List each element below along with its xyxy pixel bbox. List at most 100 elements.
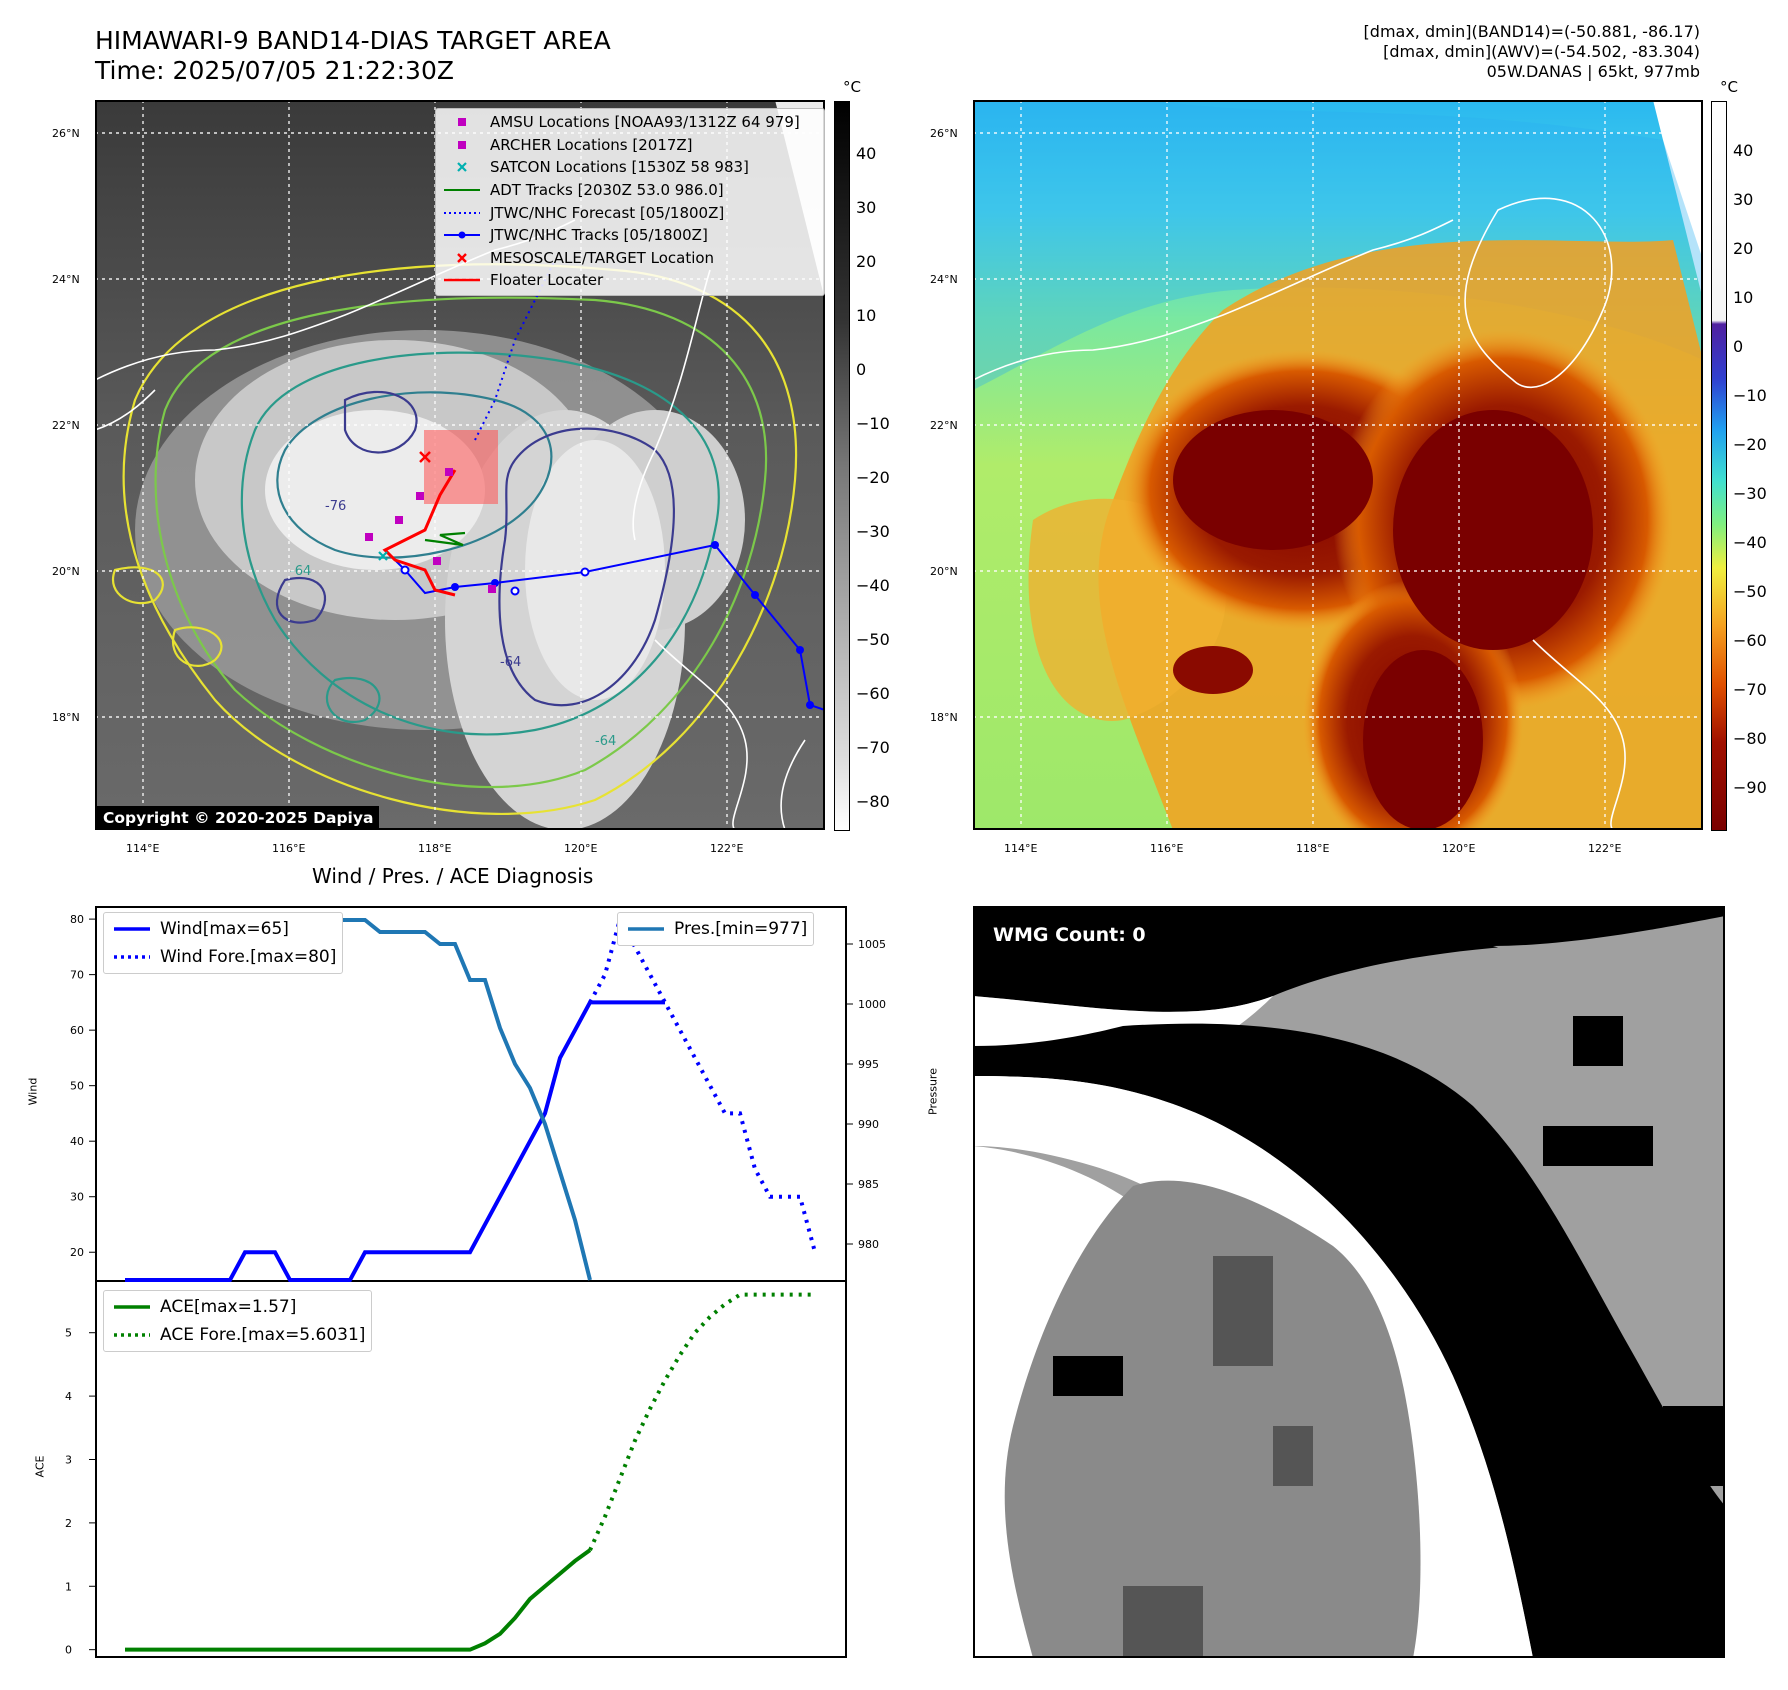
ir-lat-label: 24°N bbox=[52, 273, 80, 286]
wmg-image bbox=[973, 906, 1725, 1658]
awv-colorbar-tick: −10 bbox=[1733, 386, 1767, 405]
ir-lon-label: 118°E bbox=[418, 842, 452, 855]
pressure-tick-label: 980 bbox=[858, 1238, 879, 1251]
awv-colorbar bbox=[1711, 101, 1727, 831]
ir-colorbar-tick: −20 bbox=[856, 468, 890, 487]
awv-colorbar-tick: 40 bbox=[1733, 141, 1754, 160]
ir-colorbar-tick: −80 bbox=[856, 792, 890, 811]
awv-colorbar-tick: −20 bbox=[1733, 435, 1767, 454]
wind-axis-label: Wind bbox=[26, 1077, 40, 1106]
line-dot-icon bbox=[444, 231, 480, 239]
copyright-badge: Copyright © 2020-2025 Dapiya bbox=[97, 806, 380, 830]
awv-lon-label: 122°E bbox=[1588, 842, 1622, 855]
wind-tick-label: 50 bbox=[70, 1080, 84, 1093]
stats-line-3: 05W.DANAS | 65kt, 977mb bbox=[1486, 62, 1700, 81]
awv-lat-label: 20°N bbox=[930, 565, 958, 578]
dotted-line-icon bbox=[114, 1333, 150, 1337]
dotted-line-icon bbox=[444, 211, 480, 214]
ace-tick-label: 5 bbox=[65, 1327, 72, 1340]
diag-title: Wind / Pres. / ACE Diagnosis bbox=[312, 864, 594, 888]
pressure-axis-label-wrap: Pressure bbox=[903, 1068, 963, 1115]
ace-tick-label: 0 bbox=[65, 1644, 72, 1657]
ir-lon-label: 114°E bbox=[126, 842, 160, 855]
stats-line-2: [dmax, dmin](AWV)=(-54.502, -83.304) bbox=[1383, 42, 1700, 61]
ace-legend: ACE[max=1.57] ACE Fore.[max=5.6031] bbox=[103, 1290, 373, 1352]
legend-item-ace-fore: ACE Fore.[max=5.6031] bbox=[110, 1321, 365, 1349]
ir-lon-label: 120°E bbox=[564, 842, 598, 855]
awv-colorbar-tick: −80 bbox=[1733, 729, 1767, 748]
stats-block: [dmax, dmin](BAND14)=(-50.881, -86.17) [… bbox=[1364, 22, 1700, 82]
legend-item-wind-fore: Wind Fore.[max=80] bbox=[110, 943, 336, 971]
awv-colorbar-tick: 30 bbox=[1733, 190, 1754, 209]
ir-colorbar-unit: °C bbox=[843, 78, 861, 96]
ir-colorbar-tick: 30 bbox=[856, 198, 877, 217]
ir-colorbar-tick: −40 bbox=[856, 576, 890, 595]
contour-label-4: -76 bbox=[325, 499, 346, 514]
square-marker-icon bbox=[458, 118, 466, 127]
ir-lat-label: 20°N bbox=[52, 565, 80, 578]
legend-item-forecast: JTWC/NHC Forecast [05/1800Z] bbox=[440, 201, 820, 224]
ir-colorbar bbox=[834, 101, 850, 831]
ir-colorbar-tick: 0 bbox=[856, 360, 867, 379]
ace-axis-label-wrap: ACE bbox=[25, 1456, 55, 1480]
wmg-panel: WMG Count: 0 bbox=[973, 906, 1725, 1658]
square-marker-icon bbox=[458, 140, 466, 149]
wind-axis-label-wrap: Wind bbox=[18, 1078, 48, 1106]
line-icon bbox=[444, 189, 480, 192]
legend-item-mesoscale: MESOSCALE/TARGET Location bbox=[440, 247, 820, 270]
ir-legend: AMSU Locations [NOAA93/1312Z 64 979] ARC… bbox=[435, 108, 825, 296]
pressure-tick-label: 995 bbox=[858, 1058, 879, 1071]
wmg-frame bbox=[973, 906, 1725, 1658]
awv-map-frame bbox=[973, 100, 1703, 830]
pressure-legend: Pres.[min=977] bbox=[617, 912, 815, 946]
ir-colorbar-tick: 20 bbox=[856, 252, 877, 271]
ace-tick-label: 1 bbox=[65, 1580, 72, 1593]
awv-lon-label: 120°E bbox=[1442, 842, 1476, 855]
legend-item-satcon: SATCON Locations [1530Z 58 983] bbox=[440, 156, 820, 179]
wind-tick-label: 60 bbox=[70, 1024, 84, 1037]
ir-map-panel: -64 -64 -64 -76 bbox=[95, 100, 825, 830]
pressure-axis-label: Pressure bbox=[926, 1068, 940, 1115]
awv-colorbar-tick: −50 bbox=[1733, 582, 1767, 601]
wind-tick-label: 80 bbox=[70, 913, 84, 926]
x-marker-icon bbox=[457, 253, 467, 263]
ir-lon-label: 122°E bbox=[710, 842, 744, 855]
wind-tick-label: 30 bbox=[70, 1191, 84, 1204]
awv-lat-label: 26°N bbox=[930, 127, 958, 140]
wind-tick-label: 40 bbox=[70, 1135, 84, 1148]
awv-colorbar-tick: 20 bbox=[1733, 239, 1754, 258]
awv-lat-label: 24°N bbox=[930, 273, 958, 286]
wind-tick-label: 70 bbox=[70, 969, 84, 982]
ace-tick-label: 4 bbox=[65, 1390, 72, 1403]
awv-colorbar-tick: −70 bbox=[1733, 680, 1767, 699]
awv-colorbar-tick: −30 bbox=[1733, 484, 1767, 503]
line-icon bbox=[114, 927, 150, 931]
awv-lat-label: 22°N bbox=[930, 419, 958, 432]
awv-colorbar-tick: −40 bbox=[1733, 533, 1767, 552]
ir-lat-label: 26°N bbox=[52, 127, 80, 140]
wind-legend: Wind[max=65] Wind Fore.[max=80] bbox=[103, 912, 344, 974]
dotted-line-icon bbox=[114, 955, 150, 959]
awv-colorbar-tick: 0 bbox=[1733, 337, 1744, 356]
ir-colorbar-tick: 10 bbox=[856, 306, 877, 325]
ace-tick-label: 3 bbox=[65, 1453, 72, 1466]
ir-lon-label: 116°E bbox=[272, 842, 306, 855]
wmg-count-label: WMG Count: 0 bbox=[985, 920, 1154, 950]
legend-item-pres: Pres.[min=977] bbox=[624, 915, 807, 943]
ir-colorbar-tick: −30 bbox=[856, 522, 890, 541]
awv-map-image bbox=[973, 100, 1703, 830]
awv-colorbar-tick: −60 bbox=[1733, 631, 1767, 650]
pressure-tick-label: 985 bbox=[858, 1178, 879, 1191]
ir-colorbar-tick: 40 bbox=[856, 144, 877, 163]
ir-colorbar-tick: −10 bbox=[856, 414, 890, 433]
ace-tick-label: 2 bbox=[65, 1517, 72, 1530]
ir-colorbar-tick: −70 bbox=[856, 738, 890, 757]
line-icon bbox=[114, 1305, 150, 1309]
legend-item-amsu: AMSU Locations [NOAA93/1312Z 64 979] bbox=[440, 111, 820, 134]
line-icon bbox=[628, 927, 664, 931]
title-line-2: Time: 2025/07/05 21:22:30Z bbox=[95, 56, 454, 85]
awv-lat-label: 18°N bbox=[930, 711, 958, 724]
pressure-tick-label: 1005 bbox=[858, 938, 886, 951]
legend-item-adt: ADT Tracks [2030Z 53.0 986.0] bbox=[440, 179, 820, 202]
legend-item-archer: ARCHER Locations [2017Z] bbox=[440, 134, 820, 157]
